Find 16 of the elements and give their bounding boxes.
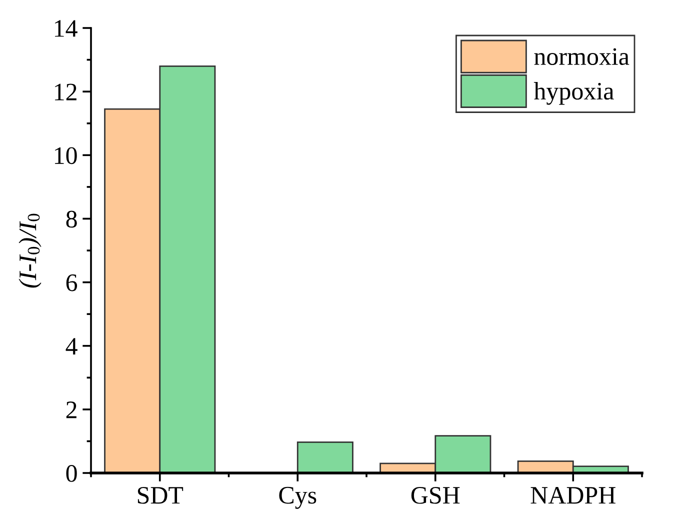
- x-tick-label: NADPH: [530, 487, 616, 504]
- x-tick-label: GSH: [411, 486, 460, 504]
- y-tick-label: 2: [66, 402, 76, 418]
- y-tick-label: 0: [66, 465, 77, 482]
- legend-label: hypoxia: [534, 82, 614, 105]
- x-tick-label: SDT: [138, 486, 184, 504]
- y-tick-label: 8: [66, 210, 77, 228]
- y-tick-label: 14: [55, 20, 78, 37]
- y-tick-label: 12: [55, 84, 76, 100]
- x-tick-label: Cys: [279, 486, 316, 509]
- y-axis-title: (I-I$_{0}$)/I$_{0}$: [18, 214, 42, 288]
- y-tick-label: 10: [55, 147, 77, 164]
- y-tick-label: 4: [66, 338, 78, 355]
- bar: [296, 441, 354, 473]
- y-tick-label: 6: [66, 274, 78, 292]
- legend-label: normoxia: [534, 48, 630, 65]
